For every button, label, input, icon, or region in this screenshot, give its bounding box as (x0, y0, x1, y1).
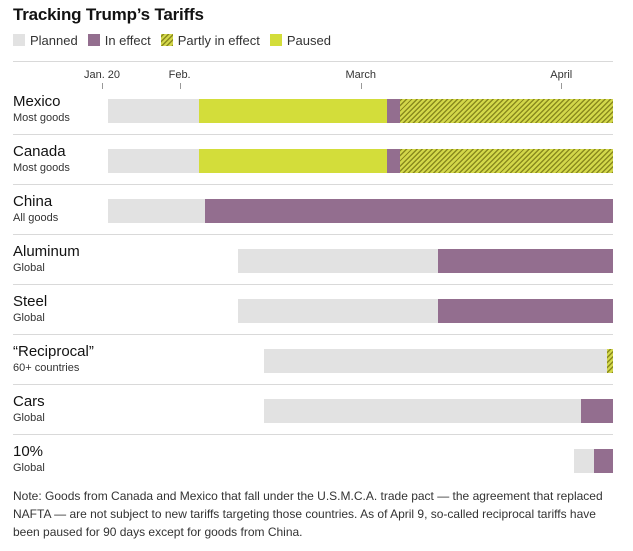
x-tick-mark (361, 83, 362, 89)
row-sublabel: Most goods (13, 112, 70, 124)
legend-item-partly: Partly in effect (160, 32, 260, 48)
row-sublabel: Global (13, 412, 45, 424)
bar-segment-partly (399, 99, 613, 123)
row-label: 10% (13, 443, 44, 460)
bar-segment-planned (108, 99, 199, 123)
bar-segment-planned (237, 249, 439, 273)
row-sublabel: Global (13, 312, 45, 324)
row-label: Mexico (13, 93, 61, 110)
x-tick-mark (180, 83, 181, 89)
x-tick-mark (561, 83, 562, 89)
row-label: Steel (13, 293, 48, 310)
row-label: Cars (13, 393, 45, 410)
row-label: “Reciprocal” (13, 343, 94, 360)
x-tick-mark (102, 83, 103, 89)
bar-segment-planned (574, 449, 594, 473)
row-sublabel: 60+ countries (13, 362, 80, 374)
top-divider (13, 61, 613, 62)
bar-segment-in-effect (386, 149, 400, 173)
bar-segment-in-effect (386, 99, 400, 123)
bar-segment-in-effect (438, 249, 613, 273)
bar-segment-planned (263, 399, 581, 423)
bar-segment-in-effect (438, 299, 613, 323)
row-divider (13, 284, 613, 285)
row-divider (13, 434, 613, 435)
legend-swatch-in-effect (87, 34, 100, 46)
x-tick-label: March (345, 69, 376, 81)
bar-segment-in-effect (593, 449, 613, 473)
legend-label-partly: Partly in effect (177, 32, 260, 48)
chart-title: Tracking Trump’s Tariffs (13, 5, 204, 24)
legend: Planned In effect Partly in effect Pause… (13, 31, 341, 49)
bar-segment-planned (263, 349, 607, 373)
legend-item-in-effect: In effect (87, 32, 151, 48)
bar-segment-partly (606, 349, 613, 373)
row-label: Canada (13, 143, 66, 160)
row-label: China (13, 193, 53, 210)
row-sublabel: All goods (13, 212, 59, 224)
row-sublabel: Global (13, 262, 45, 274)
legend-swatch-partly (160, 34, 173, 46)
row-sublabel: Global (13, 462, 45, 474)
x-tick-label: April (550, 69, 573, 81)
row-sublabel: Most goods (13, 162, 70, 174)
legend-item-paused: Paused (269, 32, 331, 48)
row-divider (13, 384, 613, 385)
row-divider (13, 334, 613, 335)
bar-segment-paused (199, 99, 387, 123)
bar-segment-in-effect (580, 399, 613, 423)
bar-segment-partly (399, 149, 613, 173)
bar-segment-planned (108, 149, 199, 173)
bar-segment-planned (237, 299, 439, 323)
bar-segment-in-effect (205, 199, 613, 223)
x-tick-label: Jan. 20 (83, 69, 121, 81)
legend-label-in-effect: In effect (104, 32, 151, 48)
bar-segment-paused (199, 149, 387, 173)
row-label: Aluminum (13, 243, 80, 260)
row-divider (13, 184, 613, 185)
legend-label-planned: Planned (30, 32, 78, 48)
legend-label-paused: Paused (286, 32, 331, 48)
legend-swatch-planned (13, 34, 25, 46)
row-divider (13, 134, 613, 135)
legend-swatch-paused (269, 34, 282, 46)
x-tick-label: Feb. (168, 69, 191, 81)
bar-segment-planned (108, 199, 206, 223)
row-divider (13, 234, 613, 235)
footnote: Note: Goods from Canada and Mexico that … (13, 489, 603, 539)
legend-item-planned: Planned (13, 33, 78, 48)
